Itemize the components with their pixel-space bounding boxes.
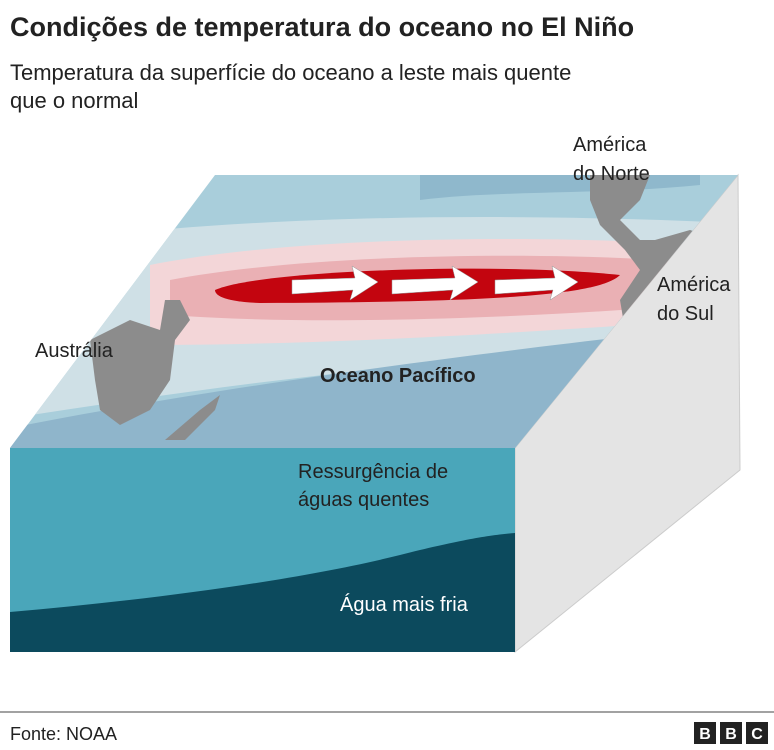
logo-letter: C — [751, 726, 763, 743]
title: Condições de temperatura do oceano no El… — [10, 12, 634, 42]
label: do Sul — [657, 303, 714, 325]
label: Água mais fria — [340, 593, 469, 616]
source: Fonte: NOAA — [10, 724, 117, 744]
label: América — [657, 274, 731, 296]
label: América — [573, 134, 647, 156]
subtitle: Temperatura da superfície do oceano a le… — [10, 60, 571, 85]
front-face — [10, 448, 515, 652]
label: Austrália — [35, 340, 114, 362]
label: Ressurgência de — [298, 461, 448, 483]
label: do Norte — [573, 163, 650, 185]
logo: B B C — [694, 722, 768, 744]
subtitle: que o normal — [10, 88, 138, 113]
arrows — [291, 265, 579, 301]
label: Oceano Pacífico — [320, 365, 476, 387]
logo-letter: B — [699, 726, 711, 743]
logo-letter: B — [725, 726, 737, 743]
label: águas quentes — [298, 489, 429, 511]
